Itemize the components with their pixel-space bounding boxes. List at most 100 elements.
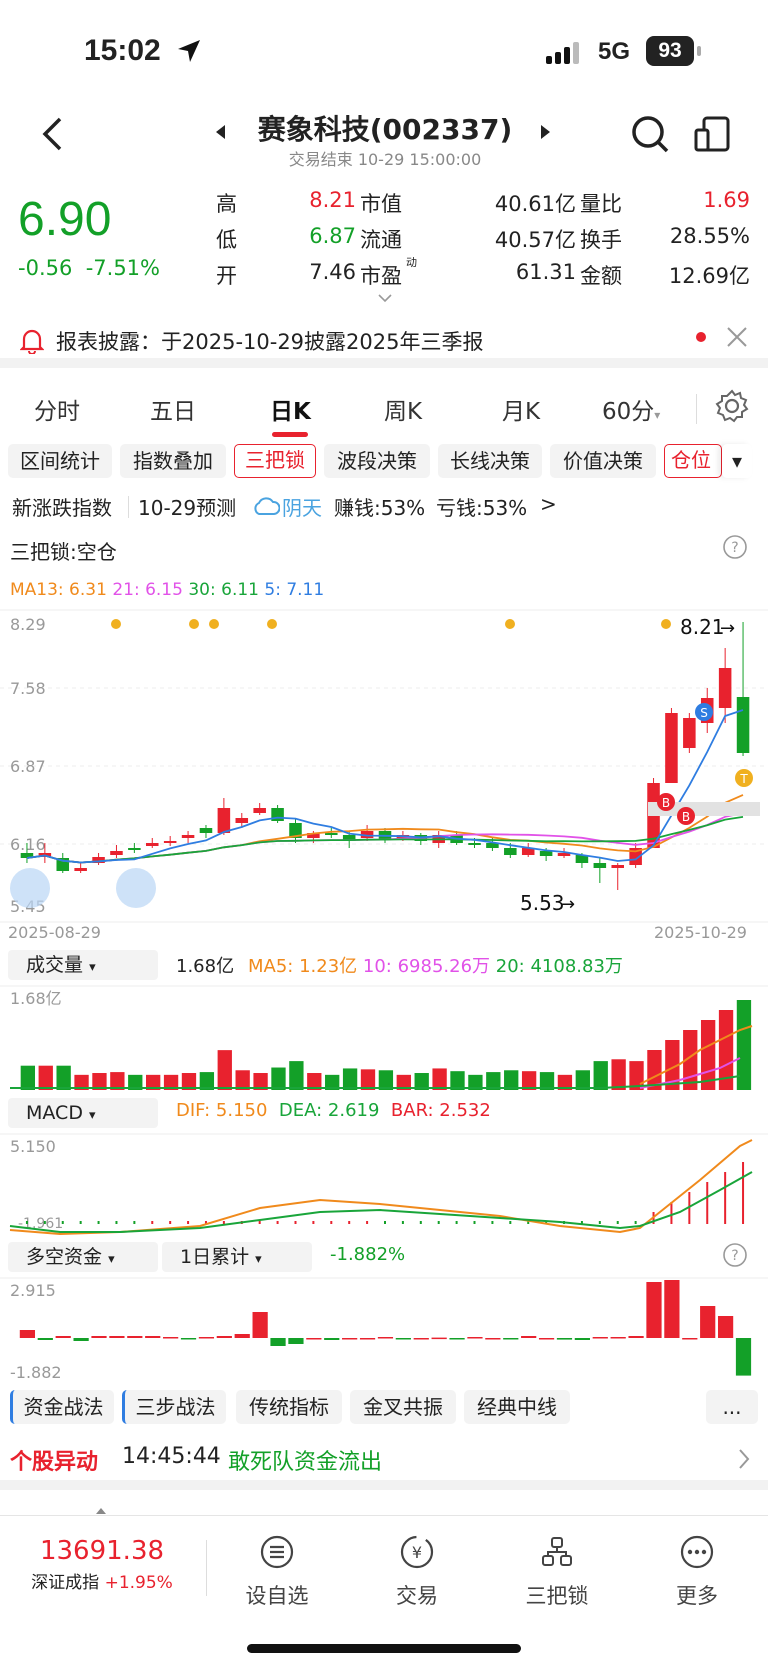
expand-chevron-icon[interactable] (378, 294, 392, 304)
flow-bar (198, 1337, 215, 1339)
svg-text:1.68亿: 1.68亿 (10, 989, 62, 1008)
nav-add-watchlist[interactable]: 设自选 (232, 1534, 322, 1610)
t-marker[interactable] (735, 769, 753, 787)
volume-dropdown[interactable]: 成交量 ▾ (8, 950, 158, 980)
candle (110, 851, 123, 855)
gear-icon[interactable] (714, 388, 750, 424)
bell-icon (20, 329, 44, 354)
index-quote[interactable]: 13691.38 深证成指 +1.95% (22, 1536, 182, 1593)
tab-intraday[interactable]: 分时 (34, 399, 80, 425)
svg-text:B: B (682, 810, 690, 824)
network-label: 5G (598, 38, 631, 65)
alert-time: 14:45:44 (122, 1444, 221, 1469)
info-bar: 新涨跌指数 (12, 492, 112, 521)
date-end: 2025-10-29 (654, 923, 747, 942)
volume-zone (648, 802, 760, 816)
candle (163, 841, 177, 843)
tab-weekly-k[interactable]: 周K (384, 399, 423, 425)
flow-bar (431, 1337, 447, 1340)
help-icon[interactable]: ? (722, 534, 748, 560)
info-arrow[interactable]: > (540, 492, 557, 516)
kline-chart[interactable]: 8.29 7.58 6.87 6.16 5.45 8.21 → 5.53 → S… (0, 606, 768, 946)
flow-dropdown[interactable]: 多空资金 ▾ (8, 1242, 158, 1272)
tab-monthly-k[interactable]: 月K (502, 399, 541, 425)
flow-bar (395, 1338, 411, 1340)
volume-bar (504, 1070, 519, 1090)
chip-range-stats[interactable]: 区间统计 (8, 444, 112, 478)
buy-marker[interactable] (657, 793, 675, 811)
macd-chart[interactable]: 5.150 -1.961 (0, 1132, 768, 1242)
quote-row: 开 7.46 市盈动 61.31 金额 12.69亿 (216, 256, 750, 288)
volume-bar (271, 1067, 286, 1090)
close-icon[interactable] (726, 326, 748, 348)
strategy-more-button[interactable]: ... (706, 1390, 758, 1424)
list-icon (260, 1535, 294, 1569)
flow-bar (646, 1282, 662, 1338)
tick-label: 6.87 (10, 757, 46, 776)
strategy-tab[interactable]: 经典中线 (464, 1390, 570, 1424)
sell-marker[interactable] (695, 703, 713, 721)
chip-value-decision[interactable]: 价值决策 (550, 444, 656, 478)
volume-bar (396, 1074, 411, 1090)
tab-daily-k[interactable]: 日K (270, 399, 311, 425)
flow-bar (664, 1280, 680, 1338)
stock-alert[interactable]: 个股异动 14:45:44 敢死队资金流出 (0, 1432, 768, 1490)
battery-icon: 93 (646, 36, 694, 66)
chip-index-overlay[interactable]: 指数叠加 (120, 444, 226, 478)
volume-chart[interactable]: 1.68亿 (0, 984, 768, 1096)
flow-bar (109, 1336, 125, 1338)
flow-bar (359, 1338, 376, 1340)
strategy-tab[interactable]: 三步战法 (122, 1390, 226, 1424)
event-markers[interactable] (111, 619, 671, 629)
range-handle-left[interactable] (10, 868, 50, 908)
price-change: -0.56 -7.51% (18, 256, 160, 280)
chips-more-button[interactable]: ▾ (722, 444, 752, 478)
volume-bar (217, 1050, 232, 1090)
date-start: 2025-08-29 (8, 923, 101, 942)
chip-band-decision[interactable]: 波段决策 (324, 444, 430, 478)
high-label: 8.21 (680, 615, 725, 639)
rotate-screen-icon[interactable] (692, 114, 732, 154)
chip-position[interactable]: 仓位 (664, 444, 722, 478)
ma-line (26, 709, 744, 864)
strategy-tab[interactable]: 金叉共振 (350, 1390, 456, 1424)
nav-trade[interactable]: ¥ 交易 (372, 1534, 462, 1610)
svg-text:T: T (739, 772, 748, 786)
strategy-tab[interactable]: 资金战法 (10, 1390, 114, 1424)
flow-bar (145, 1336, 161, 1338)
candle (575, 855, 589, 863)
volume-bar (521, 1071, 537, 1090)
expand-up-icon[interactable] (96, 1508, 106, 1514)
weather-label: 阴天 (282, 496, 322, 520)
back-button[interactable] (40, 116, 64, 159)
candle (307, 833, 320, 838)
candle (289, 823, 302, 838)
chip-three-locks[interactable]: 三把锁 (234, 444, 316, 478)
flow-period-dropdown[interactable]: 1日累计 ▾ (162, 1242, 312, 1272)
report-notice[interactable]: 报表披露：于2025-10-29披露2025年三季报 (0, 312, 768, 368)
chip-longterm-decision[interactable]: 长线决策 (438, 444, 542, 478)
candle (325, 833, 338, 835)
candle (665, 713, 678, 783)
volume-bar (611, 1059, 626, 1090)
tab-60-min[interactable]: 60分▾ (602, 399, 661, 425)
prev-stock-button[interactable] (214, 124, 226, 140)
nav-more[interactable]: 更多 (652, 1534, 742, 1610)
nav-three-locks[interactable]: 三把锁 (512, 1534, 602, 1610)
range-handle-right[interactable] (116, 868, 156, 908)
search-icon[interactable] (630, 114, 670, 154)
tick-label: 6.16 (10, 835, 46, 854)
tab-five-day[interactable]: 五日 (150, 399, 196, 425)
ma-legend: MA13: 6.31 21: 6.15 30: 6.11 5: 7.11 (10, 580, 325, 600)
volume-bar (486, 1072, 501, 1090)
strategy-tab[interactable]: 传统指标 (236, 1390, 342, 1424)
flow-chart[interactable]: 2.915 -1.882 (0, 1276, 768, 1386)
flow-bar (503, 1338, 519, 1340)
notice-text: 报表披露：于2025-10-29披露2025年三季报 (56, 330, 484, 354)
next-stock-button[interactable] (540, 124, 552, 140)
help-icon[interactable]: ? (722, 1242, 748, 1268)
flow-bar (574, 1338, 590, 1340)
buy-marker[interactable] (677, 807, 695, 825)
candle (593, 863, 607, 868)
macd-dropdown[interactable]: MACD ▾ (8, 1098, 158, 1128)
